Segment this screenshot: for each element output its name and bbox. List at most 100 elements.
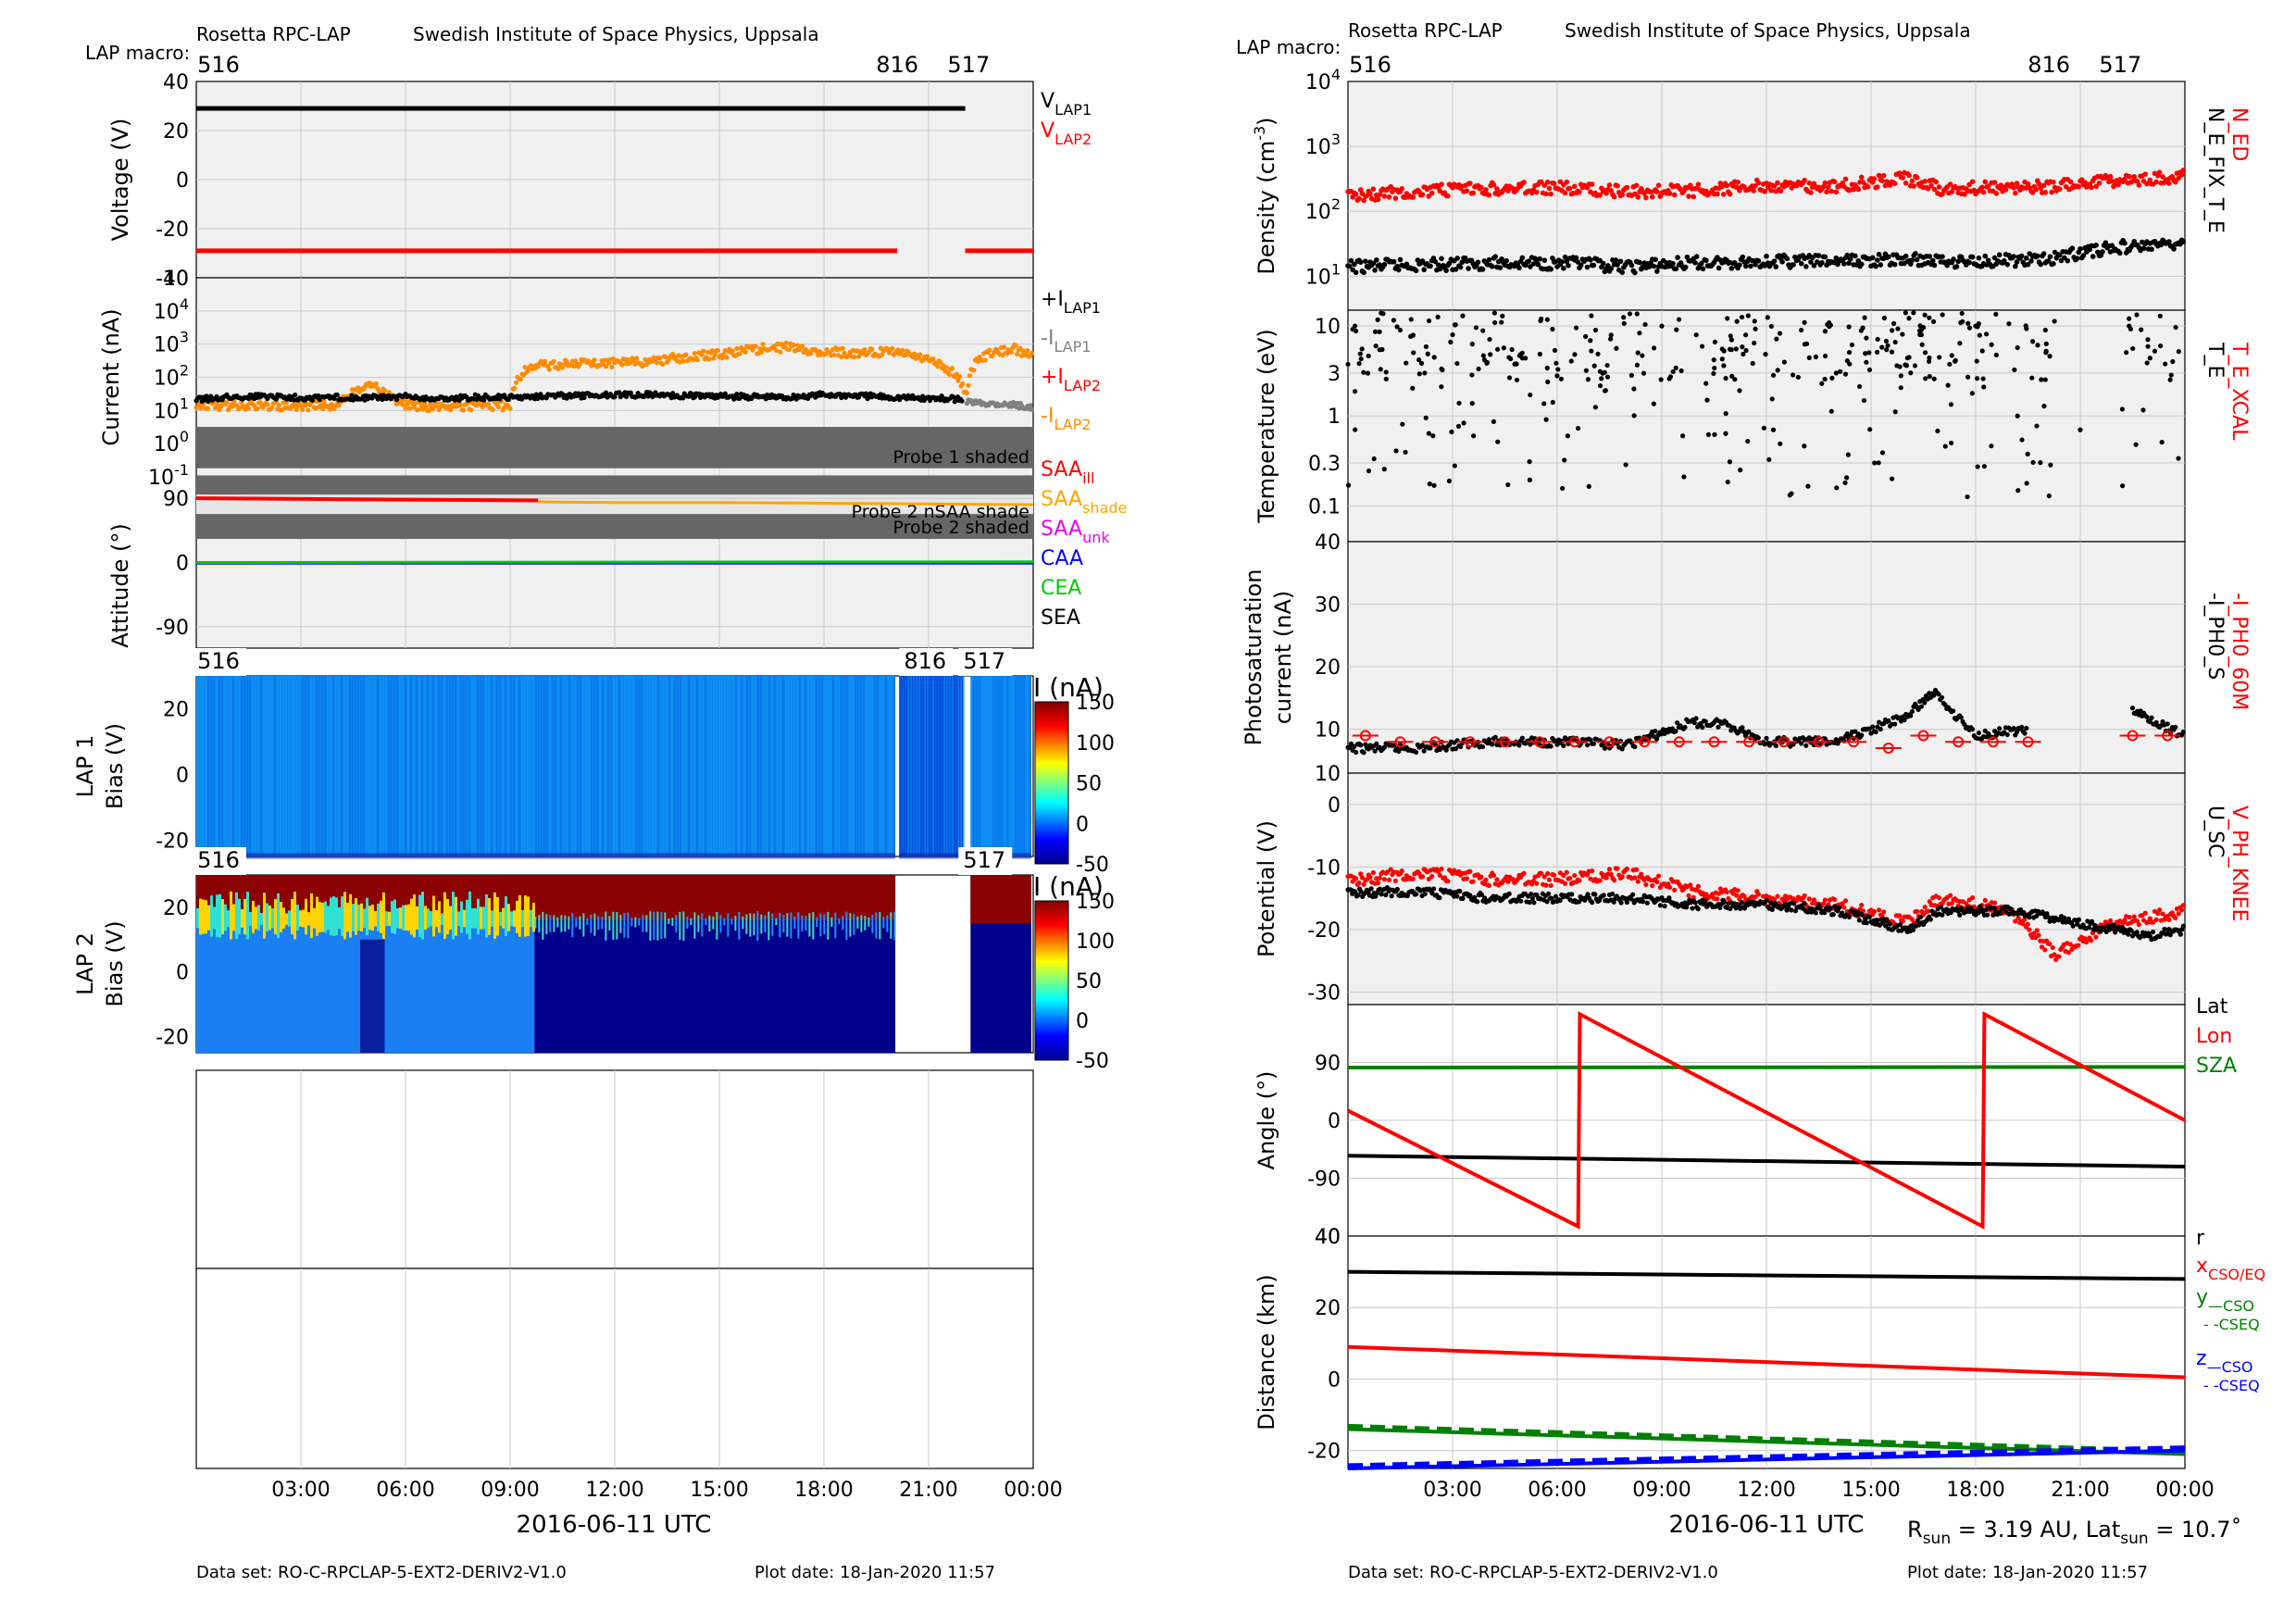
current-dot-neg-ilap2 bbox=[321, 399, 327, 405]
potential-dot-u-sc bbox=[1822, 910, 1828, 916]
density-dot-n-e-fix-t-e bbox=[1953, 264, 1960, 269]
heatmap-stripe bbox=[299, 676, 301, 856]
density-dot-n-e-fix-t-e bbox=[1619, 269, 1625, 275]
temperature-dot-t-e bbox=[1588, 338, 1593, 344]
heatmap-stripe bbox=[432, 676, 434, 856]
temperature-dot-t-e bbox=[1919, 342, 1925, 347]
photo-dot-i-ph0-s bbox=[1428, 745, 1433, 751]
heatmap-spike bbox=[771, 913, 774, 936]
current-dot-neg-ilap2 bbox=[458, 402, 464, 408]
current-dot-neg-ilap2 bbox=[737, 351, 742, 356]
temperature-dot-t-e bbox=[1761, 425, 1766, 431]
heatmap-spike bbox=[352, 904, 355, 931]
photo-marker-i-ph0-60m bbox=[2162, 730, 2174, 742]
potential-dot-u-sc bbox=[1910, 927, 1916, 932]
temperature-dot-t-e bbox=[1431, 482, 1437, 488]
heatmap-stripe bbox=[846, 676, 848, 856]
temperature-dot-t-e bbox=[1898, 385, 1903, 391]
heatmap-stripe bbox=[257, 676, 259, 856]
density-dot-n-ed bbox=[1891, 181, 1898, 187]
heatmap-stripe bbox=[760, 676, 762, 856]
temperature-dot-t-e bbox=[1838, 369, 1843, 374]
temperature-dot-t-e bbox=[2034, 423, 2040, 429]
potential-dot-u-sc bbox=[1957, 912, 1963, 918]
temperature-dot-t-e bbox=[2140, 407, 2146, 413]
potential-dot-u-sc bbox=[2015, 911, 2021, 917]
heatmap-stripe bbox=[880, 676, 881, 856]
photo-dot-i-ph0-s bbox=[1486, 737, 1491, 743]
heatmap-spike bbox=[438, 901, 441, 933]
heatmap-stripe bbox=[327, 676, 329, 856]
potential-dot-u-sc bbox=[1830, 912, 1836, 918]
heatmap-spike bbox=[277, 893, 280, 939]
potential-dot-u-sc bbox=[1928, 917, 1933, 922]
heatmap-stripe bbox=[596, 676, 598, 856]
heatmap-stripe bbox=[638, 676, 640, 856]
temperature-dot-t-e bbox=[1357, 351, 1363, 356]
density-dot-n-e-fix-t-e bbox=[1353, 269, 1359, 276]
heatmap-stripe bbox=[960, 676, 963, 856]
colorbar-label: I (nA) bbox=[1033, 672, 1104, 703]
heatmap-macro-tag: 517 bbox=[963, 847, 1005, 873]
density-dot-n-e-fix-t-e bbox=[1779, 259, 1785, 265]
photo-dot-i-ph0-s bbox=[1372, 748, 1378, 754]
heatmap-spike bbox=[443, 892, 446, 940]
photo-dot-i-ph0-s bbox=[1859, 732, 1865, 738]
potential-dot-v-ph-knee bbox=[1643, 881, 1649, 888]
photo-dot-i-ph0-s bbox=[1936, 692, 1941, 697]
heatmap-spike bbox=[653, 911, 655, 941]
potential-dot-v-ph-knee bbox=[1597, 878, 1603, 883]
potential-dot-v-ph-knee bbox=[1624, 866, 1629, 872]
heatmap-stripe bbox=[430, 676, 431, 856]
heatmap-stripe bbox=[560, 676, 562, 856]
potential-dot-v-ph-knee bbox=[1632, 875, 1638, 881]
heatmap-stripe bbox=[474, 676, 476, 856]
temperature-dot-t-e bbox=[2147, 356, 2152, 361]
density-dot-n-e-fix-t-e bbox=[1693, 254, 1700, 259]
heatmap-stripe bbox=[663, 676, 665, 856]
current-dot-neg-ilap2 bbox=[982, 357, 988, 363]
potential-dot-v-ph-knee bbox=[1479, 874, 1484, 880]
density-dot-n-e-fix-t-e bbox=[1875, 257, 1880, 263]
potential-dot-v-ph-knee bbox=[1639, 871, 1644, 877]
temperature-dot-t-e bbox=[1889, 349, 1895, 355]
current-dot-neg-ilap2 bbox=[887, 350, 892, 356]
heatmap-spike bbox=[767, 911, 770, 941]
density-dot-n-ed bbox=[1808, 190, 1814, 195]
temperature-dot-t-e bbox=[1631, 386, 1637, 392]
potential-dot-u-sc bbox=[1590, 900, 1595, 906]
heatmap-spike bbox=[764, 915, 767, 932]
potential-dot-v-ph-knee bbox=[1949, 901, 1954, 906]
density-dot-n-ed bbox=[1775, 180, 1780, 186]
heatmap-stripe bbox=[282, 676, 284, 856]
temperature-dot-t-e bbox=[1723, 431, 1728, 436]
heatmap-stripe bbox=[532, 676, 534, 856]
heatmap-stripe bbox=[874, 676, 876, 856]
density-dot-n-ed bbox=[1533, 189, 1540, 195]
heatmap-stripe bbox=[868, 676, 870, 856]
temperature-dot-t-e bbox=[1391, 318, 1397, 323]
current-dot-neg-ilap2 bbox=[840, 345, 846, 351]
heatmap-stripe bbox=[280, 676, 281, 856]
heatmap-stripe bbox=[205, 676, 206, 856]
current-dot-neg-ilap2 bbox=[1015, 351, 1020, 357]
heatmap-spike bbox=[590, 914, 593, 933]
density-dot-n-e-fix-t-e bbox=[2065, 257, 2071, 264]
density-dot-n-ed bbox=[1548, 191, 1554, 197]
potential-dot-v-ph-knee bbox=[1388, 867, 1393, 872]
potential-dot-u-sc bbox=[1955, 908, 1961, 914]
potential-dot-v-ph-knee bbox=[1358, 871, 1364, 877]
heatmap-spike bbox=[853, 914, 855, 935]
heatmap-stripe bbox=[263, 676, 265, 856]
temperature-dot-t-e bbox=[2035, 343, 2040, 348]
density-dot-n-e-fix-t-e bbox=[1397, 256, 1404, 263]
temperature-dot-t-e bbox=[1543, 417, 1549, 422]
current-dot-neg-ilap2 bbox=[490, 407, 495, 413]
heatmap-spike bbox=[285, 913, 288, 925]
density-dot-n-e-fix-t-e bbox=[1346, 263, 1353, 269]
heatmap-stripe bbox=[943, 676, 946, 856]
density-dot-n-ed bbox=[1467, 181, 1473, 186]
heatmap-stripe bbox=[385, 676, 387, 856]
photo-marker-i-ph0-60m bbox=[1568, 736, 1580, 748]
heatmap-fill bbox=[196, 676, 896, 856]
